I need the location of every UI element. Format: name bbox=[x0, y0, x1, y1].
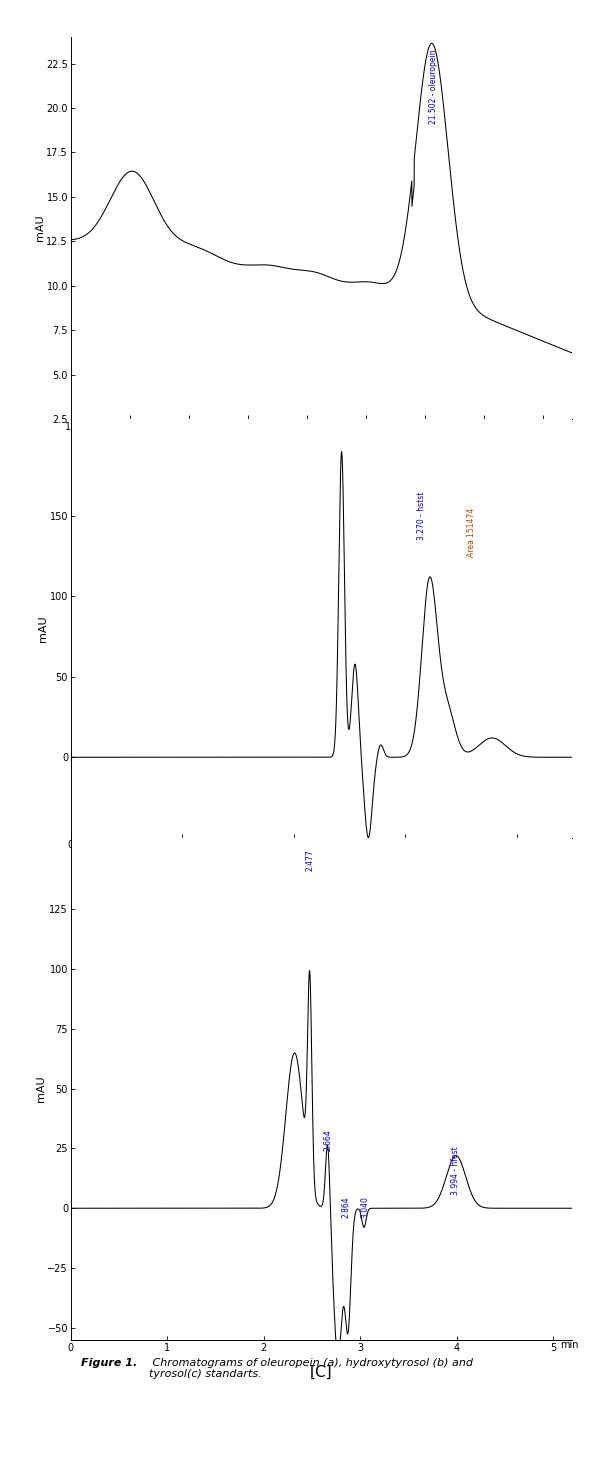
Text: [B]: [B] bbox=[310, 862, 333, 879]
Text: [C]: [C] bbox=[310, 1365, 333, 1380]
Text: Figure 1.: Figure 1. bbox=[81, 1358, 137, 1368]
Text: min: min bbox=[523, 837, 542, 848]
Y-axis label: mAU: mAU bbox=[38, 615, 48, 641]
Text: [A]: [A] bbox=[310, 447, 333, 461]
Text: 3.270 - hstst: 3.270 - hstst bbox=[417, 492, 427, 539]
Text: min: min bbox=[560, 1340, 578, 1350]
Text: 21.502 - oleuropein: 21.502 - oleuropein bbox=[429, 49, 438, 124]
Text: 3.994 - hfest: 3.994 - hfest bbox=[451, 1147, 460, 1195]
Y-axis label: mAU: mAU bbox=[35, 215, 45, 242]
Text: 3.040: 3.040 bbox=[360, 1197, 369, 1218]
Text: 2.664: 2.664 bbox=[324, 1129, 333, 1151]
Text: 2.477: 2.477 bbox=[305, 849, 314, 871]
Text: Area 151474: Area 151474 bbox=[467, 509, 477, 557]
Text: Chromatograms of oleuropein (a), hydroxytyrosol (b) and
tyrosol(c) standarts.: Chromatograms of oleuropein (a), hydroxy… bbox=[149, 1358, 473, 1380]
Y-axis label: mAU: mAU bbox=[36, 1076, 46, 1103]
Text: min: min bbox=[552, 419, 570, 429]
Text: 2.864: 2.864 bbox=[342, 1197, 350, 1218]
